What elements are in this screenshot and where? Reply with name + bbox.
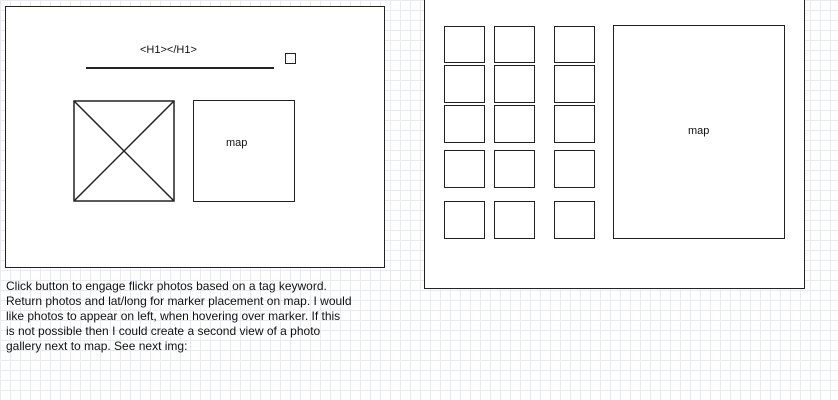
thumbnail[interactable] <box>554 201 595 239</box>
thumbnail[interactable] <box>494 65 535 103</box>
right-map-box <box>613 25 785 239</box>
left-map-box <box>193 100 295 202</box>
image-placeholder <box>73 100 175 202</box>
thumbnail[interactable] <box>444 201 485 239</box>
thumbnail[interactable] <box>554 150 595 188</box>
thumbnail[interactable] <box>494 201 535 239</box>
note-line: Click button to engage flickr photos bas… <box>6 279 327 293</box>
heading-placeholder: <H1></H1> <box>140 44 197 56</box>
thumbnail[interactable] <box>444 65 485 103</box>
heading-underline <box>86 67 274 69</box>
thumbnail[interactable] <box>444 105 485 143</box>
thumbnail[interactable] <box>554 26 595 63</box>
note-line: gallery next to map. See next img: <box>6 339 188 353</box>
thumbnail[interactable] <box>444 150 485 188</box>
image-placeholder-x-icon <box>73 100 175 202</box>
thumbnail[interactable] <box>554 105 595 143</box>
thumbnail[interactable] <box>554 65 595 103</box>
note-line: Return photos and lat/long for marker pl… <box>6 294 352 308</box>
thumbnail[interactable] <box>494 150 535 188</box>
thumbnail[interactable] <box>494 26 535 63</box>
thumbnail[interactable] <box>444 26 485 63</box>
note-line: like photos to appear on left, when hove… <box>6 309 341 323</box>
note-line: is not possible then I could create a se… <box>6 324 321 338</box>
description-note: Click button to engage flickr photos bas… <box>6 279 386 354</box>
right-map-label: map <box>688 125 710 137</box>
checkbox-icon[interactable] <box>285 53 296 64</box>
left-map-label: map <box>226 137 248 149</box>
thumbnail[interactable] <box>494 105 535 143</box>
